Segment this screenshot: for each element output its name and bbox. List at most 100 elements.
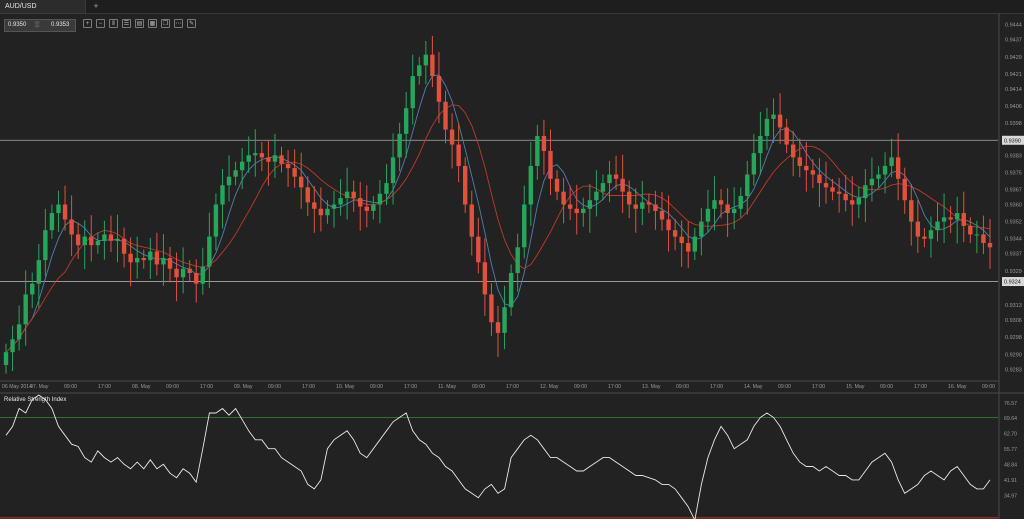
bull-candle xyxy=(535,136,540,166)
bear-candle xyxy=(154,251,160,265)
price-tick-label: 0.9367 xyxy=(1005,188,1022,194)
bull-candle xyxy=(233,170,238,177)
bull-candle xyxy=(390,157,396,184)
bear-candle xyxy=(456,144,461,166)
bear-candle xyxy=(791,144,796,158)
bull-candle xyxy=(30,283,35,295)
bear-candle xyxy=(469,204,474,237)
bull-candle xyxy=(207,236,212,267)
bear-candle xyxy=(358,198,363,207)
bear-candle xyxy=(574,208,579,214)
objects-icon[interactable]: ▤ xyxy=(135,19,144,28)
bull-candle xyxy=(23,294,28,325)
time-tick-label: 17:00 xyxy=(302,384,315,390)
rsi-tick-label: 62.70 xyxy=(1004,432,1017,438)
bull-candle xyxy=(338,198,343,205)
bear-candle xyxy=(121,238,127,254)
bear-candle xyxy=(548,150,553,179)
bear-candle xyxy=(259,153,265,158)
bull-candle xyxy=(522,204,527,248)
bear-candle xyxy=(108,234,114,241)
bull-candle xyxy=(528,165,533,205)
bear-candle xyxy=(541,136,547,151)
price-tick-label: 0.9344 xyxy=(1005,237,1022,243)
bear-candle xyxy=(961,213,966,226)
bear-candle xyxy=(777,114,783,128)
bull-candle xyxy=(705,208,711,222)
bear-candle xyxy=(823,183,829,188)
bear-candle xyxy=(672,230,678,237)
bear-candle xyxy=(141,258,146,261)
price-tick-label: 0.9306 xyxy=(1005,318,1022,324)
period-icon[interactable]: ⋯ xyxy=(174,19,183,28)
bear-candle xyxy=(495,322,501,333)
time-tick-label: 09:00 xyxy=(166,384,179,390)
price-tick-label: 0.9414 xyxy=(1005,87,1022,93)
bull-candle xyxy=(95,240,101,246)
bull-candle xyxy=(3,352,9,366)
bear-candle xyxy=(968,225,973,235)
bear-candle xyxy=(167,258,173,269)
screenshot-icon[interactable]: ❐ xyxy=(161,19,170,28)
drawing-icon[interactable]: ✎ xyxy=(187,19,196,28)
time-tick-label: 07. May xyxy=(30,384,49,390)
rsi-tick-label: 34.97 xyxy=(1004,494,1017,500)
bear-candle xyxy=(653,204,658,211)
bear-candle xyxy=(830,187,835,192)
bear-candle xyxy=(836,191,842,194)
bull-candle xyxy=(712,200,717,209)
bear-candle xyxy=(561,191,566,205)
bull-candle xyxy=(600,183,606,192)
bear-candle xyxy=(449,129,455,145)
time-tick-label: 17:00 xyxy=(608,384,621,390)
bear-candle xyxy=(285,163,291,169)
bear-candle xyxy=(430,54,435,77)
bear-candle xyxy=(489,294,494,323)
zoom-in-icon[interactable]: + xyxy=(83,19,92,28)
chart-type-icon[interactable]: Ⅱ xyxy=(109,19,118,28)
bear-candle xyxy=(443,101,448,130)
bear-candle xyxy=(686,243,691,252)
bear-candle xyxy=(909,200,914,222)
time-tick-label: 11. May xyxy=(438,384,456,390)
add-tab-button[interactable]: + xyxy=(93,1,99,11)
main-axes: 0.9444 0.9437 0.9429 0.9421 0.9414 0.9406 0.93… xyxy=(0,14,1024,519)
rsi-panel: 76.57 69.64 62.70 55.77 48.84 41.91 34.97 xyxy=(0,394,1017,519)
bull-candle xyxy=(56,204,61,214)
bull-candle xyxy=(220,185,225,205)
bull-candle xyxy=(417,65,422,77)
bull-candle xyxy=(331,204,337,209)
bull-candle xyxy=(882,165,888,175)
bull-candle xyxy=(239,161,245,171)
indicators-icon[interactable]: ☰ xyxy=(122,19,131,28)
price-tick-label: 0.9360 xyxy=(1005,202,1022,208)
tab-audusd[interactable]: AUD/USD xyxy=(0,0,86,13)
bear-candle xyxy=(633,204,638,209)
template-icon[interactable]: ▦ xyxy=(148,19,157,28)
bull-candle xyxy=(928,230,934,239)
bull-candle xyxy=(607,174,612,184)
rsi-tick-label: 48.84 xyxy=(1004,463,1017,469)
level-price-label: 0.9390 xyxy=(1004,138,1021,144)
price-tick-label: 0.9421 xyxy=(1005,72,1022,78)
candles xyxy=(3,35,993,374)
bear-candle xyxy=(69,219,74,235)
time-tick-label: 09:00 xyxy=(472,384,485,390)
bull-candle xyxy=(403,108,409,134)
bear-candle xyxy=(554,178,560,192)
time-tick-label: 17:00 xyxy=(914,384,927,390)
bull-candle xyxy=(371,204,376,211)
ask-price: 0.9353 xyxy=(51,22,70,28)
bear-candle xyxy=(292,168,297,177)
bear-candle xyxy=(613,174,619,179)
bull-candle xyxy=(410,76,415,109)
zoom-out-icon[interactable]: − xyxy=(96,19,105,28)
bear-candle xyxy=(194,272,199,284)
price-tick-label: 0.9352 xyxy=(1005,220,1022,226)
bull-candle xyxy=(856,198,861,205)
rsi-tick-label: 69.64 xyxy=(1004,416,1017,422)
rsi-line xyxy=(5,394,991,519)
level-price-tag xyxy=(1002,135,1024,145)
bull-candle xyxy=(325,208,330,216)
